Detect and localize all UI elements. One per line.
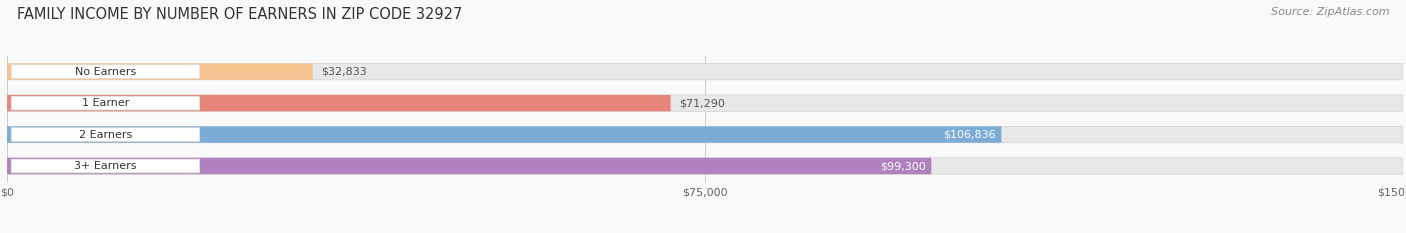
Text: Source: ZipAtlas.com: Source: ZipAtlas.com xyxy=(1271,7,1389,17)
Text: 2 Earners: 2 Earners xyxy=(79,130,132,140)
FancyBboxPatch shape xyxy=(7,95,671,111)
Text: FAMILY INCOME BY NUMBER OF EARNERS IN ZIP CODE 32927: FAMILY INCOME BY NUMBER OF EARNERS IN ZI… xyxy=(17,7,463,22)
FancyBboxPatch shape xyxy=(11,128,200,141)
Text: $106,836: $106,836 xyxy=(943,130,995,140)
Text: 1 Earner: 1 Earner xyxy=(82,98,129,108)
FancyBboxPatch shape xyxy=(7,126,1403,143)
Text: No Earners: No Earners xyxy=(75,67,136,77)
FancyBboxPatch shape xyxy=(7,63,1403,80)
FancyBboxPatch shape xyxy=(11,96,200,110)
FancyBboxPatch shape xyxy=(7,95,1403,111)
FancyBboxPatch shape xyxy=(7,158,931,174)
Text: 3+ Earners: 3+ Earners xyxy=(75,161,136,171)
FancyBboxPatch shape xyxy=(7,63,312,80)
Text: $99,300: $99,300 xyxy=(880,161,925,171)
FancyBboxPatch shape xyxy=(11,65,200,79)
Text: $71,290: $71,290 xyxy=(679,98,725,108)
FancyBboxPatch shape xyxy=(11,159,200,173)
Text: $32,833: $32,833 xyxy=(321,67,367,77)
FancyBboxPatch shape xyxy=(7,158,1403,174)
FancyBboxPatch shape xyxy=(7,126,1001,143)
